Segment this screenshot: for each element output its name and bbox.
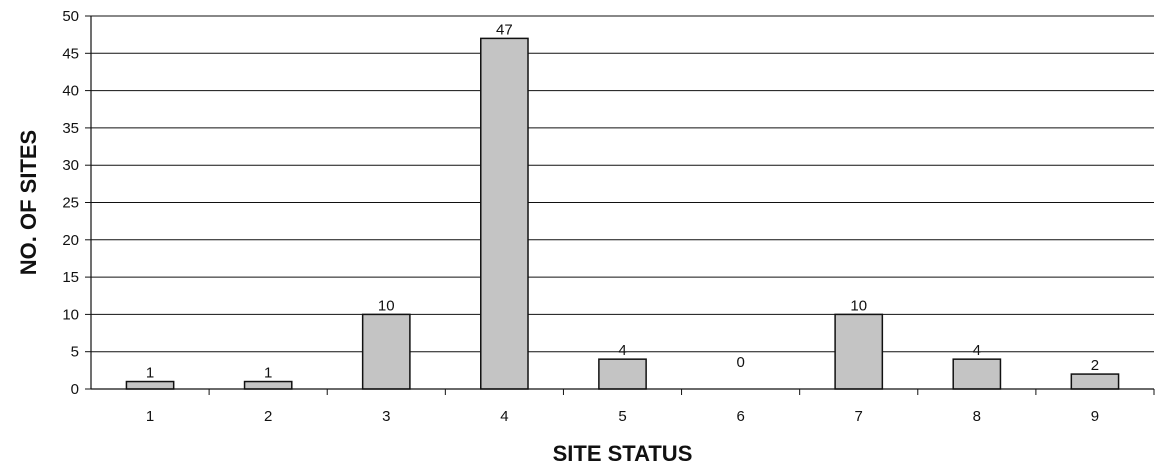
data-label-9: 2 (1091, 357, 1099, 374)
data-label-7: 10 (850, 297, 867, 314)
y-tick-label-30: 30 (62, 157, 79, 174)
y-tick-label-0: 0 (71, 381, 79, 398)
y-tick-label-5: 5 (71, 344, 79, 361)
x-tick-label-2: 2 (264, 408, 272, 425)
bar-5 (598, 358, 647, 390)
y-tick-label-45: 45 (62, 45, 79, 62)
y-tick-label-40: 40 (62, 83, 79, 100)
x-tick-label-4: 4 (500, 408, 508, 425)
x-tick-label-5: 5 (618, 408, 626, 425)
y-tick-label-35: 35 (62, 120, 79, 137)
y-tick-label-10: 10 (62, 306, 79, 323)
bar-7 (834, 313, 884, 390)
data-label-5: 4 (618, 342, 626, 359)
data-label-2: 1 (264, 365, 272, 382)
data-label-6: 0 (736, 354, 744, 371)
data-label-3: 10 (378, 297, 395, 314)
bar-9 (1070, 373, 1120, 390)
data-labels: 1 1 10 47 4 0 10 4 2 (146, 21, 1099, 381)
y-tick-label-25: 25 (62, 195, 79, 212)
x-tick-label-9: 9 (1091, 408, 1099, 425)
y-tick-label-15: 15 (62, 269, 79, 286)
x-tick-label-7: 7 (855, 408, 863, 425)
x-axis-title: SITE STATUS (553, 441, 693, 466)
x-tick-label-1: 1 (146, 408, 154, 425)
x-tick-label-6: 6 (736, 408, 744, 425)
bar-3 (361, 313, 411, 390)
x-tick-label-8: 8 (973, 408, 981, 425)
data-label-8: 4 (973, 342, 981, 359)
bar-2 (243, 380, 293, 390)
bar-4 (480, 37, 529, 390)
gridlines (91, 15, 1154, 353)
bar-8 (952, 358, 1002, 390)
y-tick-label-20: 20 (62, 232, 79, 249)
y-axis-title: NO. OF SITES (16, 130, 41, 275)
data-label-1: 1 (146, 365, 154, 382)
bars (125, 37, 1120, 390)
bar-1 (125, 380, 175, 390)
x-tick-label-3: 3 (382, 408, 390, 425)
data-label-4: 47 (496, 21, 513, 38)
y-tick-label-50: 50 (62, 8, 79, 25)
